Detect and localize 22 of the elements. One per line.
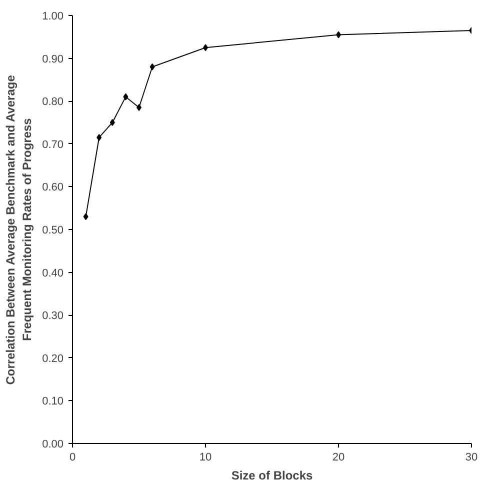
y-tick-label: 0.40 <box>42 267 64 280</box>
point <box>150 63 155 70</box>
y-axis-title: Correlation Between Average Benchmark and Average Frequent Monitoring Rates of Progress <box>3 74 34 385</box>
x-tick-label: 10 <box>199 452 212 464</box>
y-tick-label: 0.00 <box>42 438 64 450</box>
y-tick-label: 0.60 <box>42 182 64 194</box>
y-tick-label: 0.80 <box>42 96 64 108</box>
x-axis-title: Size of Blocks <box>231 468 314 482</box>
y-tick-label: 0.20 <box>42 352 64 365</box>
point <box>83 213 88 220</box>
y-tick-label: 1.00 <box>42 10 64 22</box>
point <box>96 134 102 141</box>
x-tick-label: 30 <box>465 452 478 464</box>
point <box>123 93 128 100</box>
y-tick-label: 0.70 <box>42 138 64 151</box>
y-tick-label: 0.50 <box>42 224 64 236</box>
y-tick-label: 0.30 <box>42 310 64 322</box>
y-tick-label: 0.90 <box>42 53 64 66</box>
y-tick-label: 0.10 <box>42 396 64 408</box>
x-tick-label: 0 <box>69 452 76 464</box>
point <box>110 119 115 126</box>
x-tick-label: 20 <box>332 452 345 464</box>
